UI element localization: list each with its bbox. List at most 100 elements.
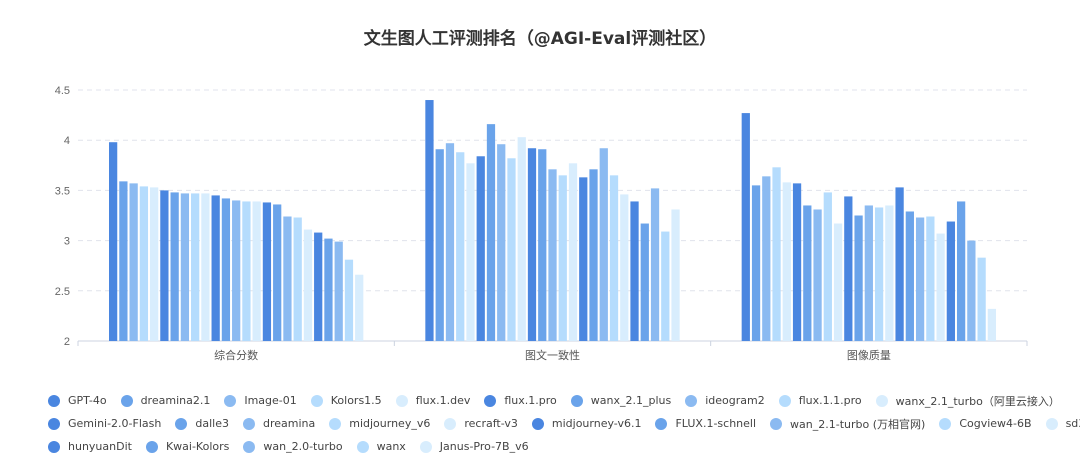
legend-item[interactable]: dreamina (242, 417, 316, 430)
legend-label: Image-01 (244, 394, 297, 407)
legend-label: recraft-v3 (464, 417, 518, 430)
legend-item[interactable]: Kwai-Kolors (145, 440, 230, 453)
bar: flux.1.dev: 3.58 (782, 182, 791, 341)
bar: GPT-4o: 3.98 (109, 142, 118, 341)
x-category-label: 图文一致性 (525, 348, 580, 362)
legend-marker (120, 394, 133, 407)
legend-marker (778, 394, 791, 407)
bar: Gemini-2.0-Flash: 3.92 (527, 148, 537, 341)
legend-item[interactable]: midjourney_v6 (329, 417, 430, 430)
bar: recraft-v3: 3.39 (252, 201, 261, 341)
bar: wanx_2.1_plus: 3.35 (803, 205, 812, 341)
bar: dreamina2.1: 3.55 (751, 185, 761, 341)
legend-item[interactable]: flux.1.pro (484, 394, 557, 407)
legend-row: hunyuanDit Kwai-Kolors wan_2.0-turbo wanx Ja… (48, 435, 1058, 458)
legend-item[interactable]: Cogview4-6B (939, 417, 1032, 430)
y-tick-label: 2 (64, 336, 70, 348)
bar: flux.1.1.pro: 3.47 (191, 193, 200, 341)
bar: GPT-4o: 4.4 (425, 100, 434, 341)
legend-item[interactable]: Gemini-2.0-Flash (48, 417, 161, 430)
bar: Kwai-Kolors: 3.17 (640, 223, 649, 341)
legend-item[interactable]: wan_2.1-turbo (万相官网) (770, 416, 925, 432)
bar: sd3.0: 3.07 (936, 233, 945, 341)
legend-item[interactable]: dalle3 (175, 417, 229, 430)
legend: GPT-4o dreamina2.1 Image-01 Kolors1.5 flux.1… (48, 389, 1080, 458)
bar: wan_2.0-turbo: 3.52 (650, 188, 660, 341)
bar: flux.1.pro: 3.84 (476, 156, 485, 341)
legend-label: dreamina (262, 417, 316, 430)
bar: Kwai-Kolors: 3.39 (956, 201, 966, 341)
legend-marker (419, 440, 432, 453)
legend-item[interactable]: wanx_2.1_turbo（阿里云接入） (875, 393, 1060, 409)
legend-item[interactable]: ideogram2 (685, 394, 765, 407)
bar: wan_2.1-turbo (万相官网): 3.92 (599, 148, 608, 341)
legend-item[interactable]: FLUX.1-schnell (655, 417, 756, 430)
legend-marker (48, 417, 60, 430)
legend-marker (395, 394, 408, 407)
legend-marker (48, 440, 60, 453)
bar: Kwai-Kolors: 3.02 (324, 238, 333, 341)
bar: dreamina: 3.4 (232, 200, 241, 341)
legend-item[interactable]: flux.1.1.pro (778, 394, 862, 407)
legend-item[interactable]: wan_2.0-turbo (243, 440, 343, 453)
legend-marker (243, 440, 256, 453)
legend-marker (770, 417, 783, 430)
legend-label: Kwai-Kolors (165, 440, 230, 453)
legend-marker (356, 440, 369, 453)
legend-label: Janus-Pro-7B_v6 (439, 440, 529, 453)
bar: wan_2.1-turbo (万相官网): 3.24 (283, 216, 292, 341)
legend-label: flux.1.pro (504, 394, 557, 407)
legend-label: Cogview4-6B (959, 417, 1032, 430)
legend-marker (329, 417, 342, 430)
bar: Gemini-2.0-Flash: 3.45 (211, 195, 220, 341)
bar: hunyuanDit: 3.19 (946, 221, 955, 341)
y-tick-label: 4.5 (55, 85, 70, 97)
legend-item[interactable]: GPT-4o (48, 394, 107, 407)
bar: wan_2.0-turbo: 3 (967, 240, 976, 341)
bar: midjourney-v6.1: 3.53 (895, 187, 904, 341)
legend-label: wan_2.1-turbo (万相官网) (790, 417, 926, 431)
legend-label: GPT-4o (68, 394, 107, 407)
legend-marker (939, 417, 952, 430)
legend-label: flux.1.dev (415, 394, 471, 407)
x-category-label: 图像质量 (847, 349, 891, 362)
legend-item[interactable]: recraft-v3 (444, 417, 518, 430)
bar: dreamina2.1: 3.59 (119, 181, 128, 341)
bar: midjourney_v6: 3.39 (242, 201, 251, 341)
bar: wanx_2.1_turbo（阿里云接入）: 3.47 (201, 193, 210, 341)
legend-label: wanx (376, 440, 406, 453)
legend-marker (310, 394, 323, 407)
legend-item[interactable]: hunyuanDit (48, 440, 132, 453)
bar: FLUX.1-schnell: 3.36 (273, 204, 282, 341)
bar: Janus-Pro-7B_v6: 2.66 (355, 274, 364, 341)
bar: Image-01: 3.64 (762, 176, 771, 341)
legend-label: ideogram2 (705, 394, 765, 407)
bar: dreamina: 3.35 (864, 205, 873, 341)
legend-item[interactable]: Image-01 (224, 394, 297, 407)
chart-title: 文生图人工评测排名（@AGI-Eval评测社区） (363, 29, 717, 49)
legend-item[interactable]: sd3.0 (1045, 417, 1080, 430)
legend-item[interactable]: dreamina2.1 (120, 394, 210, 407)
legend-label: wan_2.0-turbo (263, 440, 343, 453)
legend-marker (1045, 417, 1058, 430)
legend-item[interactable]: Janus-Pro-7B_v6 (419, 440, 529, 453)
legend-marker (242, 417, 255, 430)
legend-item[interactable]: Kolors1.5 (310, 394, 382, 407)
bar: Gemini-2.0-Flash: 3.44 (844, 196, 853, 341)
legend-label: FLUX.1-schnell (675, 417, 757, 430)
bar: wanx_2.1_plus: 3.48 (170, 192, 179, 341)
legend-marker (484, 394, 497, 407)
legend-label: dalle3 (195, 417, 229, 430)
bar: wanx_2.1_turbo（阿里云接入）: 4.03 (517, 137, 526, 341)
legend-item[interactable]: midjourney-v6.1 (531, 417, 641, 430)
legend-marker (655, 417, 668, 430)
legend-item[interactable]: wanx (356, 440, 406, 453)
legend-label: wanx_2.1_plus (590, 394, 672, 407)
legend-marker (570, 394, 583, 407)
bar: dreamina: 3.71 (548, 169, 557, 341)
legend-item[interactable]: flux.1.dev (395, 394, 471, 407)
bar: midjourney_v6: 3.33 (874, 207, 884, 341)
y-tick-label: 3 (64, 236, 70, 248)
legend-item[interactable]: wanx_2.1_plus (570, 394, 672, 407)
legend-row: GPT-4o dreamina2.1 Image-01 Kolors1.5 flux.1… (48, 389, 1060, 412)
